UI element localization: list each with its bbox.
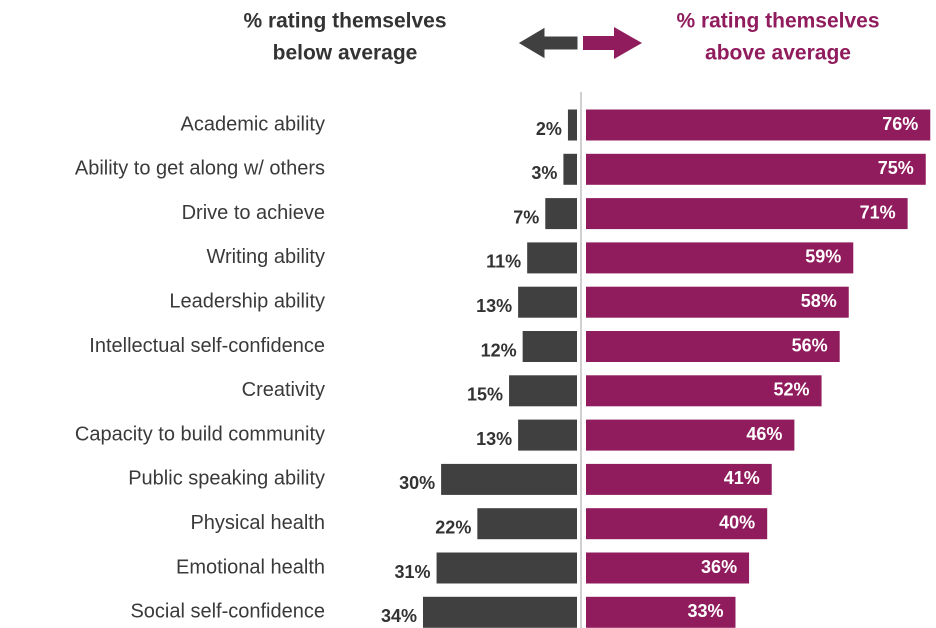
bar-below (545, 198, 577, 230)
left-arrow (517, 26, 579, 60)
bar-above (586, 198, 908, 230)
bar-below (436, 552, 577, 584)
value-label: 13% (476, 429, 512, 449)
value-label: 33% (687, 601, 723, 621)
value-label: 30% (399, 473, 435, 493)
bar-above (586, 463, 772, 495)
value-label: 59% (805, 247, 841, 267)
bar-above (586, 331, 840, 362)
value-label: 13% (476, 296, 512, 316)
bar-below (527, 242, 577, 274)
bar-below (563, 153, 577, 185)
value-label: 22% (435, 517, 471, 537)
value-label: 76% (882, 114, 918, 134)
category-label: Intellectual self-confidence (89, 335, 325, 357)
category-label: Drive to achieve (182, 202, 325, 224)
bar-below (441, 463, 577, 495)
bar-above (586, 109, 931, 141)
category-label: Capacity to build community (75, 423, 325, 445)
bar-above (586, 286, 849, 318)
bar-below (509, 375, 577, 407)
value-label: 58% (801, 291, 837, 311)
value-label: 56% (792, 335, 828, 355)
bar-above (586, 419, 795, 451)
value-label: 46% (746, 424, 782, 444)
category-label: Academic ability (180, 113, 325, 135)
bar-below (477, 508, 577, 540)
category-label: Creativity (242, 379, 325, 401)
bar-above (586, 508, 768, 540)
value-label: 15% (467, 385, 503, 405)
bar-below (518, 419, 577, 451)
series-header: % rating themselves (243, 10, 446, 33)
value-label: 52% (774, 380, 810, 400)
category-label: Emotional health (176, 556, 325, 578)
value-label: 34% (381, 606, 417, 626)
value-label: 40% (719, 512, 755, 532)
series-header: below average (273, 42, 418, 65)
bar-above (586, 375, 822, 407)
value-label: 71% (860, 202, 896, 222)
series-header: above average (705, 42, 851, 65)
value-label: 36% (701, 557, 737, 577)
category-label: Public speaking ability (128, 468, 325, 490)
value-label: 75% (878, 158, 914, 178)
bar-below (422, 596, 577, 628)
value-label: 7% (513, 207, 539, 227)
category-label: Physical health (190, 512, 325, 534)
bar-above (586, 552, 750, 584)
bar-below (518, 286, 577, 318)
value-label: 31% (395, 562, 431, 582)
bar-below (522, 331, 577, 362)
bar-above (586, 242, 854, 274)
value-label: 2% (536, 119, 562, 139)
value-label: 3% (531, 163, 557, 183)
category-label: Ability to get along w/ others (75, 158, 325, 180)
value-label: 41% (724, 468, 760, 488)
right-arrow (583, 27, 642, 59)
category-label: Writing ability (206, 246, 325, 268)
category-label: Leadership ability (169, 290, 325, 312)
bar-below (567, 109, 577, 141)
series-header: % rating themselves (676, 10, 879, 33)
bar-above (586, 596, 736, 628)
category-label: Social self-confidence (130, 601, 325, 623)
bar-above (586, 153, 926, 185)
value-label: 11% (486, 252, 521, 272)
value-label: 12% (481, 340, 517, 360)
